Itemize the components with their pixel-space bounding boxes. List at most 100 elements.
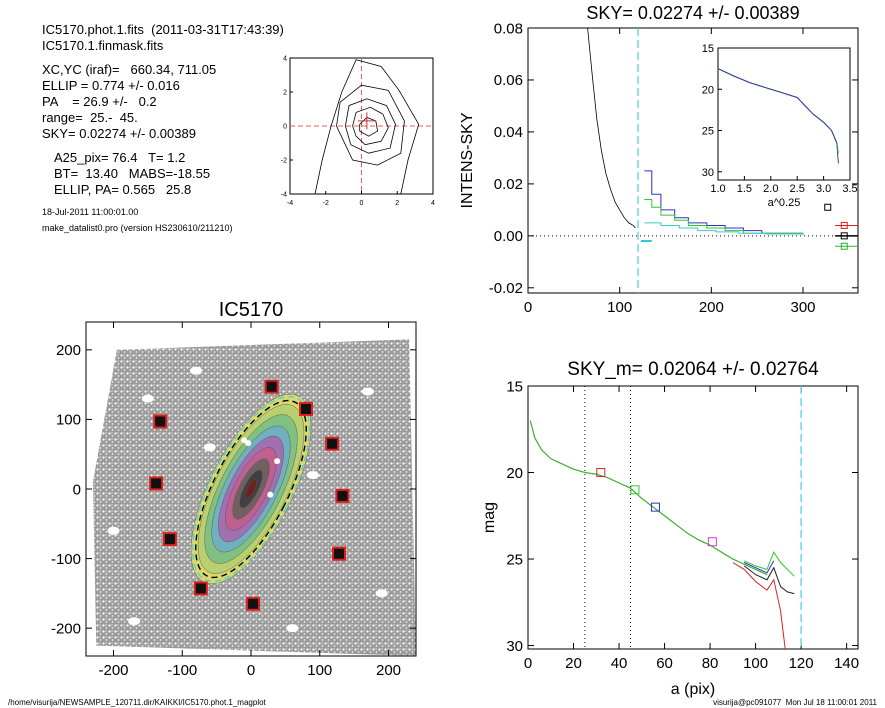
centroid-xtick-label: 4 (431, 200, 435, 207)
mag-marker (650, 502, 660, 512)
ellip-pa-value: ELLIP, PA= 0.565 25.8 (54, 182, 192, 197)
image-xtick-label: -100 (167, 662, 197, 679)
mag-xtick-label: 0 (524, 655, 532, 672)
image-xtick-label: 100 (307, 662, 332, 679)
image-mask-blob (128, 617, 141, 626)
sky-ytick-label: 0.00 (494, 228, 523, 245)
mag-xtick-label: 140 (834, 655, 859, 672)
fit-range: range= 25.- 45. (42, 110, 138, 125)
image-ytick-label: 100 (56, 412, 81, 429)
mag-xtick-label: 20 (565, 655, 582, 672)
image-title: IC5170 (219, 299, 284, 321)
mag-marker (596, 468, 606, 478)
sky-right-box (840, 232, 848, 240)
sky-title: SKY= 0.02274 +/- 0.00389 (586, 3, 799, 23)
center-coordinates: XC,YC (iraf)= 660.34, 711.05 (42, 62, 217, 77)
sky-xtick-label: 300 (790, 299, 815, 316)
mag-tail-series (743, 560, 775, 574)
ellipticity: ELLIP = 0.774 +/- 0.016 (42, 78, 180, 93)
galaxy-fit-ellipse (195, 399, 307, 579)
mag-xtick-label: 80 (702, 655, 719, 672)
sky-ytick-label: 0.06 (494, 72, 523, 89)
mag-tail-series (743, 551, 795, 577)
sky-box (153, 414, 168, 429)
footer-user: visurija@pc091077 Mon Jul 18 11:00:01 20… (713, 698, 877, 707)
sky-step-series (644, 170, 804, 234)
inset-xtick-label: 2.0 (763, 183, 778, 195)
centroid-xtick-label: 2 (395, 200, 399, 207)
a25-value: A25_pix= 76.4 T= 1.2 (54, 150, 186, 165)
sky-ylabel: INTENS-SKY (459, 112, 476, 208)
mag-title: SKY_m= 0.02064 +/- 0.02764 (567, 359, 819, 380)
sky-ytick-label: 0.04 (494, 124, 523, 141)
inset-ytick-label: 15 (702, 43, 714, 55)
sky-ytick-label: 0.02 (494, 176, 523, 193)
mag-ytick-label: 15 (506, 378, 523, 395)
centroid-contour (336, 84, 405, 166)
sky-value: SKY= 0.02274 +/- 0.00389 (42, 126, 196, 141)
image-xtick-label: 200 (376, 662, 401, 679)
mag-xtick-label: 60 (656, 655, 673, 672)
sky-xtick-label: 0 (524, 299, 532, 316)
galaxy-sky-ellipse (192, 396, 310, 582)
inset-curve-blue (717, 68, 838, 149)
inset-ytick-label: 30 (702, 167, 714, 179)
sky-xtick-label: 200 (699, 299, 724, 316)
sky-right-box (840, 221, 848, 229)
mag-ylabel: mag (481, 502, 498, 533)
run-date: 18-Jul-2011 11:00:01.00 (42, 207, 139, 217)
centroid-ytick-label: 2 (283, 90, 287, 97)
image-ytick-label: -100 (51, 551, 81, 568)
galaxy-star (245, 440, 252, 447)
mag-base-red (529, 420, 768, 576)
centroid-xtick-label: -4 (287, 200, 293, 207)
sky-right-box (824, 203, 832, 211)
centroid-xtick-label: 0 (360, 200, 364, 207)
sky-ytick-label: -0.02 (489, 280, 523, 297)
sky-box (299, 401, 313, 416)
centroid-contour-plot: -4 -2 0 2 4 -4 -2 0 2 4 (281, 56, 435, 208)
sky-frame (527, 27, 859, 294)
inset-xtick-label: 3.0 (816, 183, 831, 195)
sky-box (246, 596, 261, 611)
inset-xtick-label: 1.0 (710, 183, 725, 195)
sky-ytick-label: 0.08 (494, 20, 523, 37)
sky-box (335, 488, 350, 503)
mag-base-black (529, 420, 768, 575)
image-xtick-label: -200 (98, 662, 128, 679)
sky-profile-plot: SKY= 0.02274 +/- 0.00389 INTENS-SKY 0 100 20… (459, 3, 859, 316)
image-mask-blob (306, 471, 319, 480)
mag-xtick-label: 100 (743, 655, 768, 672)
centroid-ytick-label: -4 (281, 192, 287, 199)
inset-xlabel: a^0.25 (768, 197, 801, 209)
sky-box (149, 476, 164, 491)
mag-xtick-label: 40 (611, 655, 628, 672)
inset-frame (717, 47, 851, 181)
position-angle: PA = 26.9 +/- 0.2 (42, 94, 157, 109)
inset-xtick-label: 2.5 (790, 183, 805, 195)
centroid-contour (345, 98, 396, 154)
header-line1: IC5170.phot.1.fits (2011-03-31T17:43:39) (42, 22, 284, 37)
mag-tail-series (732, 562, 786, 650)
header-line2: IC5170.1.finmask.fits (42, 38, 164, 53)
image-mask-blob (203, 443, 216, 452)
inset-xtick-label: 3.5 (842, 183, 857, 195)
mag-base-green (529, 420, 768, 576)
mag-ytick-label: 25 (506, 551, 523, 568)
image-mask-blob (141, 394, 154, 403)
image-ytick-label: -200 (51, 620, 81, 637)
mag-marker (630, 485, 640, 495)
program-version: make_datalist0.pro (version HS230610/211… (42, 223, 233, 233)
mag-xtick-label: 120 (789, 655, 814, 672)
centroid-contour (314, 59, 420, 195)
image-ytick-label: 200 (56, 342, 81, 359)
image-mask-blob (361, 387, 374, 396)
galaxy-isophote (245, 479, 257, 499)
image-mask-blob (190, 366, 202, 375)
inset-ytick-label: 25 (702, 126, 714, 138)
mag-xlabel: a (pix) (671, 681, 715, 698)
sky-box (193, 581, 208, 596)
centroid-ytick-label: 0 (283, 124, 287, 131)
inset-xtick-label: 1.5 (737, 183, 752, 195)
